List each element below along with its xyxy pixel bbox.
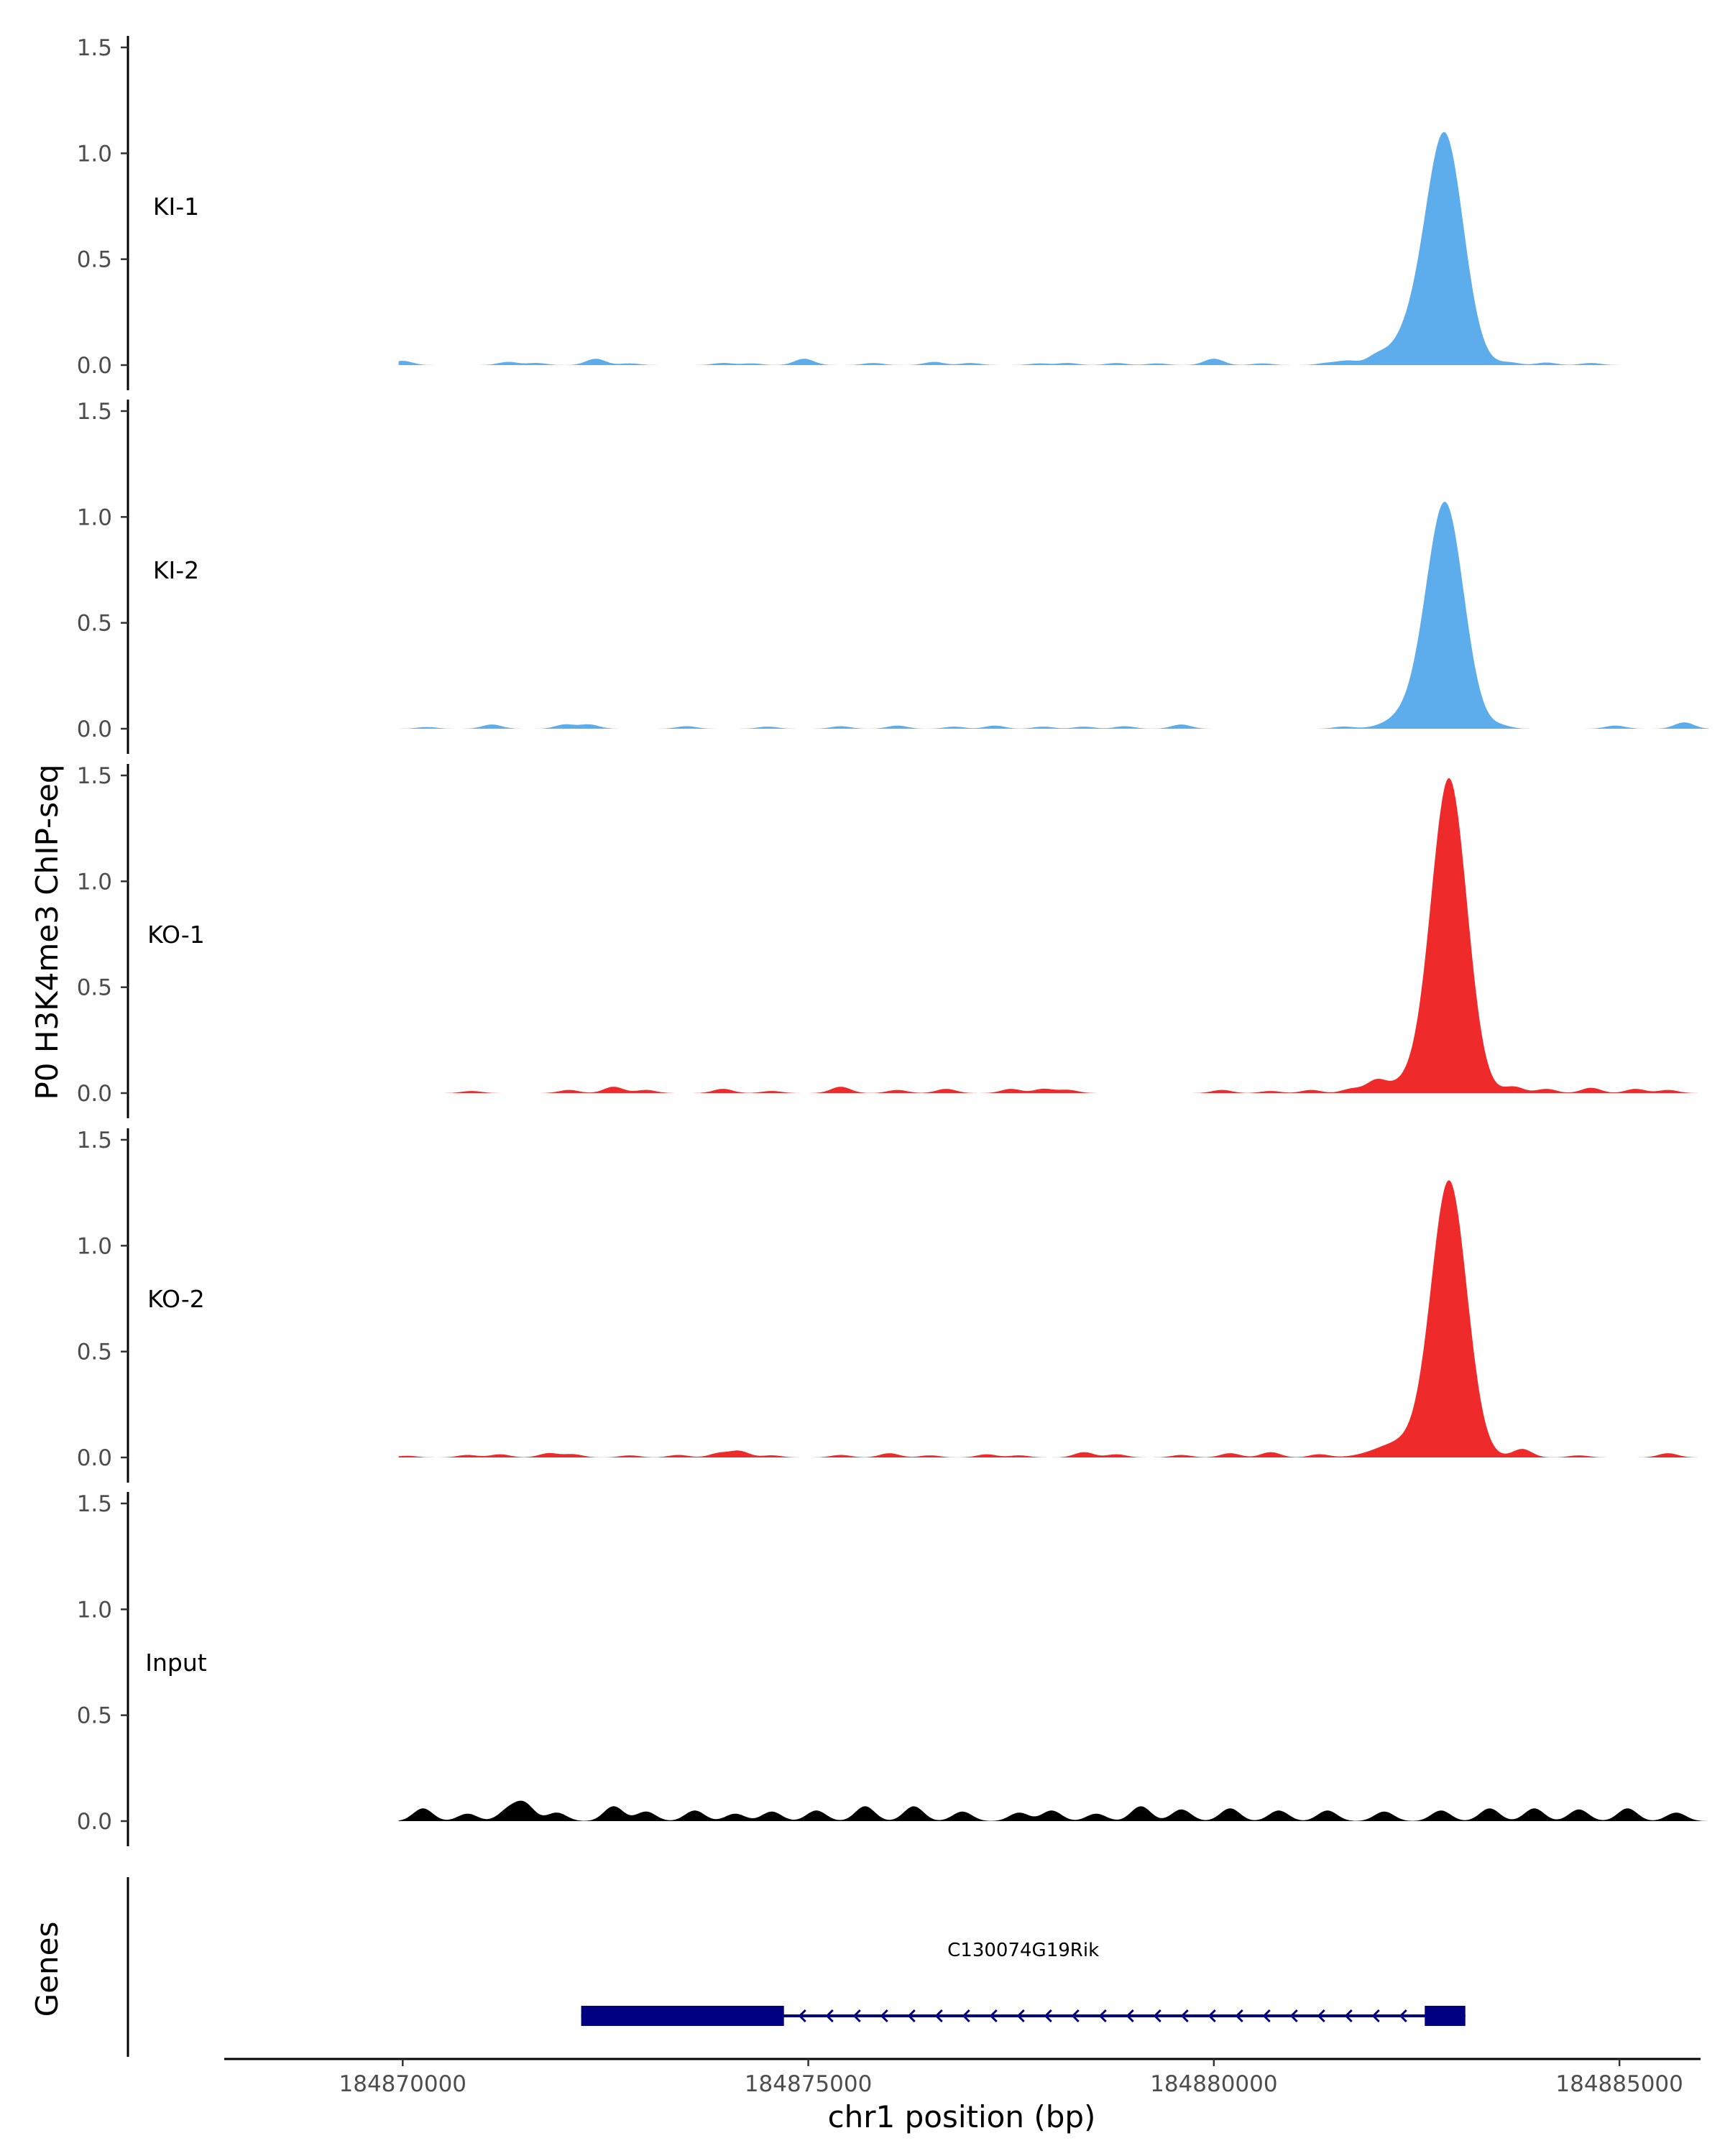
y-tick-label: 1.5 (77, 1491, 112, 1517)
y-tick-label: 0.0 (77, 1081, 112, 1107)
strand-arrow-icon (1344, 2009, 1353, 2023)
strand-arrow-icon (1016, 2009, 1025, 2023)
signal-area (398, 132, 1709, 365)
y-tick-label: 1.5 (77, 1128, 112, 1153)
y-tick-label: 1.0 (77, 505, 112, 530)
signal-area (398, 1180, 1709, 1457)
strand-arrow-icon (1098, 2009, 1107, 2023)
y-tick-label: 0.5 (77, 1703, 112, 1729)
track-input: 0.0 0.5 1.0 1.5 Input (77, 1491, 1709, 1846)
signal-area (398, 502, 1709, 729)
x-tick-label: 184885000 (1555, 2071, 1683, 2097)
y-tick-label: 1.5 (77, 35, 112, 61)
track-ko-1: 0.0 0.5 1.0 1.5 KO-1 (77, 763, 1709, 1118)
signal-area (398, 778, 1709, 1093)
track-label: KI-2 (153, 556, 199, 584)
y-tick-label: 0.0 (77, 353, 112, 379)
y-axis-title: P0 H3K4me3 ChIP-seq (29, 764, 65, 1100)
y-tick-label: 1.5 (77, 763, 112, 789)
gene-exon (581, 2006, 784, 2026)
strand-arrow-icon (798, 2009, 806, 2023)
strand-arrow-icon (1126, 2009, 1134, 2023)
signal-tracks: 0.0 0.5 1.0 1.5 KI-1 0.0 0.5 1.0 1.5 KI-2 0.0 0.5 1.… (77, 35, 1709, 1846)
y-tick-label: 0.0 (77, 717, 112, 742)
gene-name-label: C130074G19Rik (947, 1940, 1099, 1961)
track-label: Input (145, 1649, 207, 1677)
y-tick-label: 0.0 (77, 1445, 112, 1471)
strand-arrow-icon (1071, 2009, 1080, 2023)
track-label: KO-2 (147, 1285, 205, 1313)
strand-arrow-icon (1044, 2009, 1052, 2023)
genes-track-title: Genes (29, 1922, 65, 2017)
strand-arrow-icon (907, 2009, 916, 2023)
track-ko-2: 0.0 0.5 1.0 1.5 KO-2 (77, 1128, 1709, 1483)
y-tick-label: 1.5 (77, 399, 112, 425)
track-label: KI-1 (153, 193, 199, 221)
y-tick-label: 0.5 (77, 1340, 112, 1365)
track-ki-1: 0.0 0.5 1.0 1.5 KI-1 (77, 35, 1709, 390)
x-axis-title: chr1 position (bp) (828, 2099, 1096, 2134)
track-ki-2: 0.0 0.5 1.0 1.5 KI-2 (77, 399, 1709, 754)
y-tick-label: 1.0 (77, 141, 112, 167)
strand-arrow-icon (989, 2009, 998, 2023)
strand-arrow-icon (1399, 2009, 1407, 2023)
strand-arrow-icon (1208, 2009, 1216, 2023)
gene-track: C130074G19Rik (126, 1877, 1466, 2057)
y-tick-label: 1.0 (77, 869, 112, 895)
signal-area (398, 1800, 1709, 1821)
y-tick-label: 0.5 (77, 611, 112, 637)
y-tick-label: 0.5 (77, 975, 112, 1001)
x-axis: 184870000 184875000 184880000 184885000 (224, 2058, 1701, 2097)
strand-arrow-icon (1317, 2009, 1325, 2023)
gene-model: C130074G19Rik (581, 1940, 1466, 2026)
gene-exon (1425, 2006, 1466, 2026)
strand-arrow-icon (962, 2009, 970, 2023)
y-tick-label: 1.0 (77, 1597, 112, 1623)
track-label: KO-1 (147, 921, 205, 949)
strand-arrow-icon (1262, 2009, 1271, 2023)
strand-arrow-icon (880, 2009, 888, 2023)
strand-arrow-icon (1153, 2009, 1162, 2023)
x-tick-label: 184880000 (1150, 2071, 1278, 2097)
strand-arrow-icon (934, 2009, 943, 2023)
strand-arrow-icon (1371, 2009, 1380, 2023)
strand-arrow-icon (852, 2009, 861, 2023)
x-tick-label: 184875000 (745, 2071, 873, 2097)
y-tick-label: 0.0 (77, 1809, 112, 1835)
y-tick-label: 0.5 (77, 247, 112, 273)
strand-arrow-icon (1235, 2009, 1243, 2023)
y-tick-label: 1.0 (77, 1233, 112, 1259)
strand-arrow-icon (1289, 2009, 1298, 2023)
x-tick-label: 184870000 (339, 2071, 467, 2097)
strand-arrow-icon (825, 2009, 834, 2023)
strand-arrow-icon (1180, 2009, 1189, 2023)
